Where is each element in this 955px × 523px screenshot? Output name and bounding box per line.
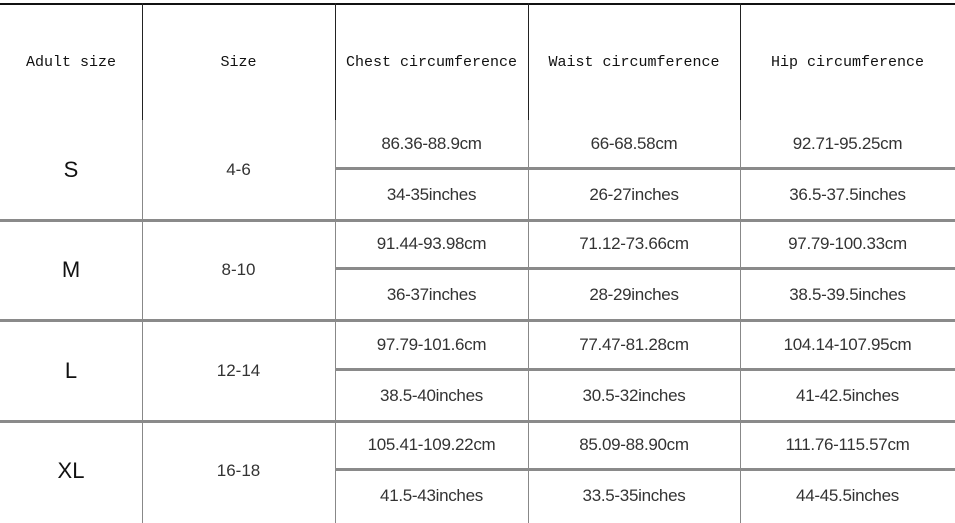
waist-cm-cell: 66-68.58cm [590, 134, 678, 153]
hip-cm-cell: 111.76-115.57cm [785, 435, 910, 454]
size-cell: 8-10 [221, 260, 256, 279]
size-cell: 4-6 [226, 160, 251, 179]
size-cell: 12-14 [216, 360, 261, 380]
sub-row-divider [335, 468, 955, 471]
row-divider [0, 319, 955, 322]
chest-inches-cell: 38.5-40inches [380, 386, 483, 405]
adult-size-cell: M [61, 257, 81, 282]
row-divider [0, 219, 955, 222]
size-cell: 16-18 [216, 461, 261, 480]
chest-cm-cell: 86.36-88.9cm [381, 134, 482, 153]
waist-cm-cell: 77.47-81.28cm [579, 334, 689, 354]
waist-cm-cell: 71.12-73.66cm [579, 234, 689, 253]
column-divider [335, 3, 336, 120]
header-hip: Hip circumference [770, 53, 925, 71]
adult-size-cell: XL [57, 458, 85, 483]
column-divider [142, 3, 143, 120]
adult-size-cell: L [64, 357, 78, 383]
adult-size-cell: S [63, 157, 79, 182]
chest-cm-cell: 91.44-93.98cm [376, 234, 487, 253]
sub-row-divider [335, 167, 955, 170]
header-chest: Chest circumference [345, 53, 518, 71]
chest-inches-cell: 34-35inches [386, 185, 477, 204]
hip-inches-cell: 36.5-37.5inches [789, 185, 906, 204]
hip-inches-cell: 41-42.5inches [796, 386, 899, 405]
header-size: Size [220, 53, 257, 71]
chest-cm-cell: 105.41-109.22cm [367, 435, 496, 454]
hip-cm-cell: 92.71-95.25cm [792, 134, 903, 153]
column-divider [528, 3, 529, 120]
sub-row-divider [335, 368, 955, 371]
waist-inches-cell: 33.5-35inches [582, 486, 686, 505]
hip-inches-cell: 44-45.5inches [796, 486, 899, 505]
table-border-top [0, 3, 955, 5]
chest-inches-cell: 36-37inches [386, 285, 477, 304]
row-divider [0, 420, 955, 423]
waist-inches-cell: 28-29inches [589, 285, 679, 304]
hip-cm-cell: 104.14-107.95cm [783, 334, 912, 354]
sub-row-divider [335, 267, 955, 270]
header-adult-size: Adult size [25, 53, 116, 71]
column-divider [740, 3, 741, 120]
waist-inches-cell: 30.5-32inches [582, 386, 686, 405]
chest-inches-cell: 41.5-43inches [380, 486, 483, 505]
chest-cm-cell: 97.79-101.6cm [376, 334, 487, 354]
waist-cm-cell: 85.09-88.90cm [579, 435, 689, 454]
hip-cm-cell: 97.79-100.33cm [788, 234, 907, 253]
hip-inches-cell: 38.5-39.5inches [789, 285, 906, 304]
header-waist: Waist circumference [548, 53, 720, 71]
waist-inches-cell: 26-27inches [589, 185, 679, 204]
